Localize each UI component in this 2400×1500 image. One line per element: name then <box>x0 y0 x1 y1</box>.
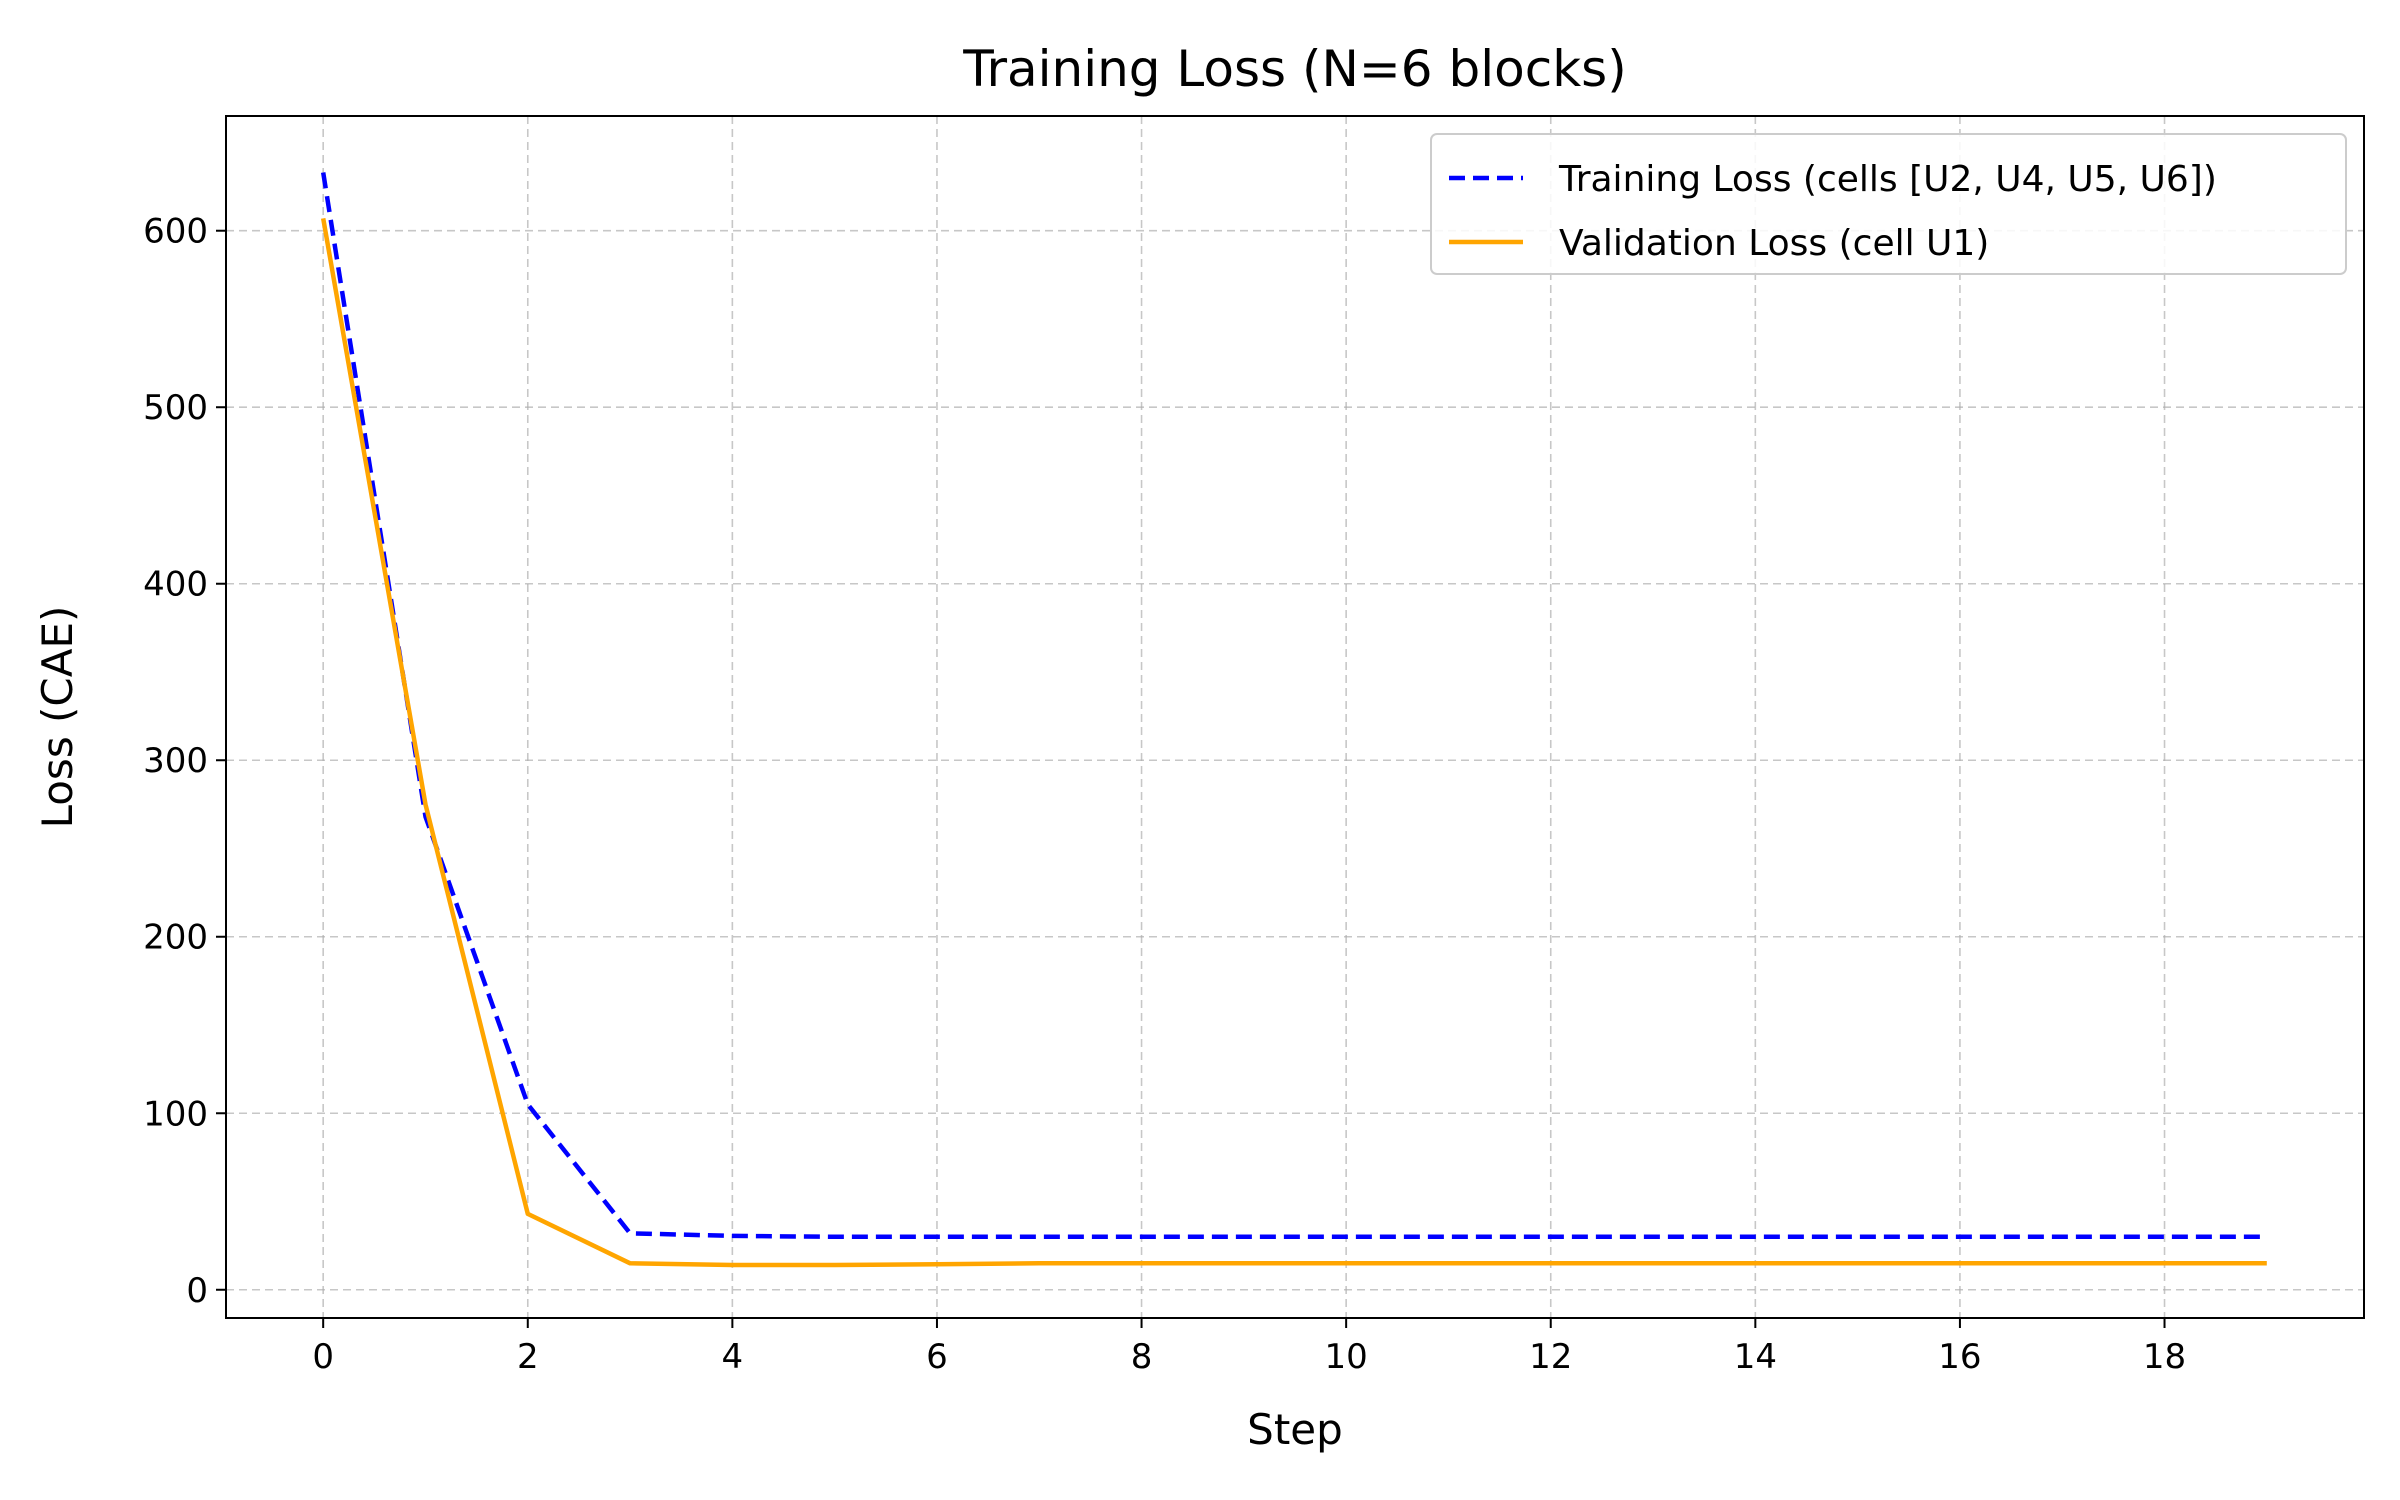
y-tick-label: 100 <box>143 1094 208 1134</box>
x-tick-label: 10 <box>1325 1337 1368 1377</box>
legend-box <box>1430 133 2347 275</box>
y-axis: 0 100 200 300 400 500 600 <box>143 212 226 1311</box>
y-axis-title: Loss (CAE) <box>33 606 82 829</box>
x-tick-label: 12 <box>1529 1337 1572 1377</box>
x-axis-title: Step <box>1247 1405 1343 1454</box>
x-axis: 0 2 4 6 8 10 12 14 16 18 <box>312 1318 2186 1377</box>
y-tick-label: 200 <box>143 918 208 958</box>
y-tick-label: 600 <box>143 212 208 252</box>
series-line-1 <box>320 172 2267 1240</box>
chart-title: Training Loss (N=6 blocks) <box>962 40 1626 98</box>
gridlines <box>226 116 2364 1318</box>
y-tick-label: 500 <box>143 388 208 428</box>
series-layer <box>320 172 2267 1268</box>
y-tick-label: 400 <box>143 565 208 605</box>
plot-frame <box>225 115 2365 1319</box>
legend: Training Loss (cells [U2, U4, U5, U6]) Va… <box>1430 133 2347 275</box>
y-tick-label: 0 <box>186 1271 208 1311</box>
x-tick-label: 6 <box>926 1337 948 1377</box>
x-tick-label: 2 <box>517 1337 539 1377</box>
legend-label-1: Training Loss (cells [U2, U4, U5, U6]) <box>1558 159 2217 200</box>
x-tick-label: 14 <box>1734 1337 1777 1377</box>
x-tick-label: 18 <box>2143 1337 2186 1377</box>
series-line-2 <box>320 218 2267 1268</box>
x-tick-label: 4 <box>722 1337 744 1377</box>
x-tick-label: 16 <box>1938 1337 1981 1377</box>
y-tick-label: 300 <box>143 741 208 781</box>
x-tick-label: 0 <box>312 1337 334 1377</box>
legend-label-2: Validation Loss (cell U1) <box>1559 223 1989 264</box>
x-tick-label: 8 <box>1131 1337 1153 1377</box>
